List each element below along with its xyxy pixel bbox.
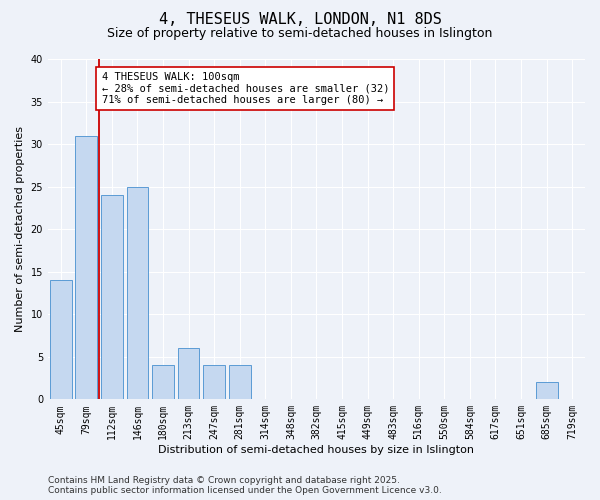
Bar xyxy=(50,280,71,400)
X-axis label: Distribution of semi-detached houses by size in Islington: Distribution of semi-detached houses by … xyxy=(158,445,475,455)
Bar xyxy=(76,136,97,400)
Text: 4 THESEUS WALK: 100sqm
← 28% of semi-detached houses are smaller (32)
71% of sem: 4 THESEUS WALK: 100sqm ← 28% of semi-det… xyxy=(101,72,389,105)
Text: 4, THESEUS WALK, LONDON, N1 8DS: 4, THESEUS WALK, LONDON, N1 8DS xyxy=(158,12,442,28)
Text: Size of property relative to semi-detached houses in Islington: Size of property relative to semi-detach… xyxy=(107,28,493,40)
Bar xyxy=(536,382,557,400)
Bar xyxy=(229,366,251,400)
Bar xyxy=(203,366,225,400)
Bar xyxy=(127,186,148,400)
Bar xyxy=(101,195,123,400)
Bar xyxy=(152,366,174,400)
Bar xyxy=(178,348,199,400)
Text: Contains HM Land Registry data © Crown copyright and database right 2025.
Contai: Contains HM Land Registry data © Crown c… xyxy=(48,476,442,495)
Y-axis label: Number of semi-detached properties: Number of semi-detached properties xyxy=(15,126,25,332)
